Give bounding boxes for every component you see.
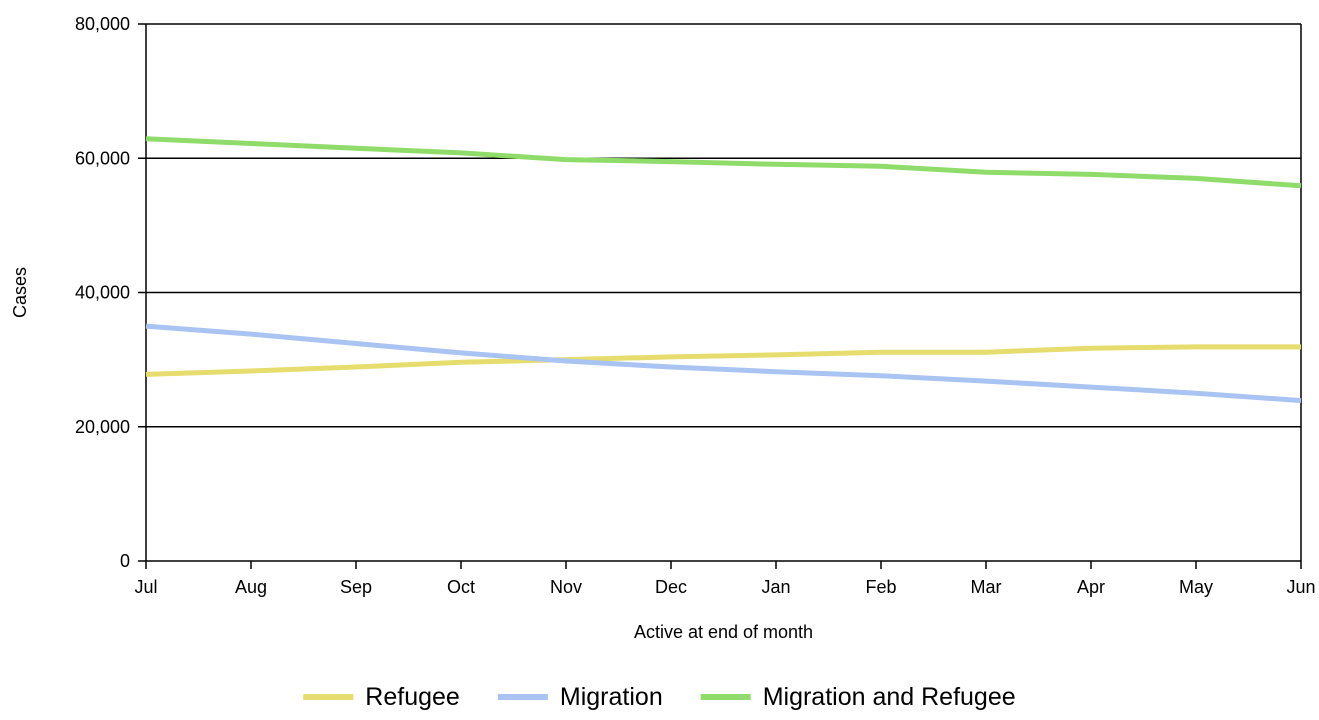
x-tick-label: May: [1179, 577, 1213, 597]
x-tick-label: Dec: [655, 577, 687, 597]
legend-label: Migration: [560, 683, 663, 711]
legend-item: Migration and Refugee: [700, 683, 1016, 711]
series-line-migration: [145, 323, 1302, 404]
x-tick-label: Aug: [235, 577, 267, 597]
gridlines: [146, 23, 1301, 428]
series-line-refugee: [145, 344, 1301, 377]
series-lines: [145, 136, 1302, 404]
y-axis-title: Cases: [10, 267, 30, 318]
series-line-migration-and-refugee: [145, 136, 1302, 189]
x-tick-label: Apr: [1077, 577, 1105, 597]
y-tick-labels: 0 20,000 40,000 60,000 80,000: [75, 14, 130, 571]
axes: [138, 23, 1302, 569]
x-tick-label: Jun: [1286, 577, 1315, 597]
x-tick-label: Mar: [971, 577, 1002, 597]
legend-item: Refugee: [303, 683, 460, 711]
y-tick-label: 0: [120, 551, 130, 571]
y-tick-label: 60,000: [75, 148, 130, 168]
y-tick-label: 80,000: [75, 14, 130, 34]
legend: Refugee Migration Migration and Refugee: [303, 683, 1016, 711]
y-tick-label: 20,000: [75, 417, 130, 437]
x-tick-label: Nov: [550, 577, 582, 597]
x-tick-label: Oct: [447, 577, 475, 597]
legend-label: Migration and Refugee: [763, 683, 1016, 711]
y-tick-label: 40,000: [75, 283, 130, 303]
x-tick-labels: Jul Aug Sep Oct Nov Dec Jan Feb Mar Apr May Jun: [134, 577, 1315, 597]
legend-label: Refugee: [365, 683, 460, 711]
x-tick-label: Feb: [865, 577, 896, 597]
x-tick-label: Jan: [761, 577, 790, 597]
x-tick-label: Sep: [340, 577, 372, 597]
legend-item: Migration: [497, 683, 663, 711]
x-axis-title: Active at end of month: [634, 622, 813, 642]
x-tick-label: Jul: [134, 577, 157, 597]
